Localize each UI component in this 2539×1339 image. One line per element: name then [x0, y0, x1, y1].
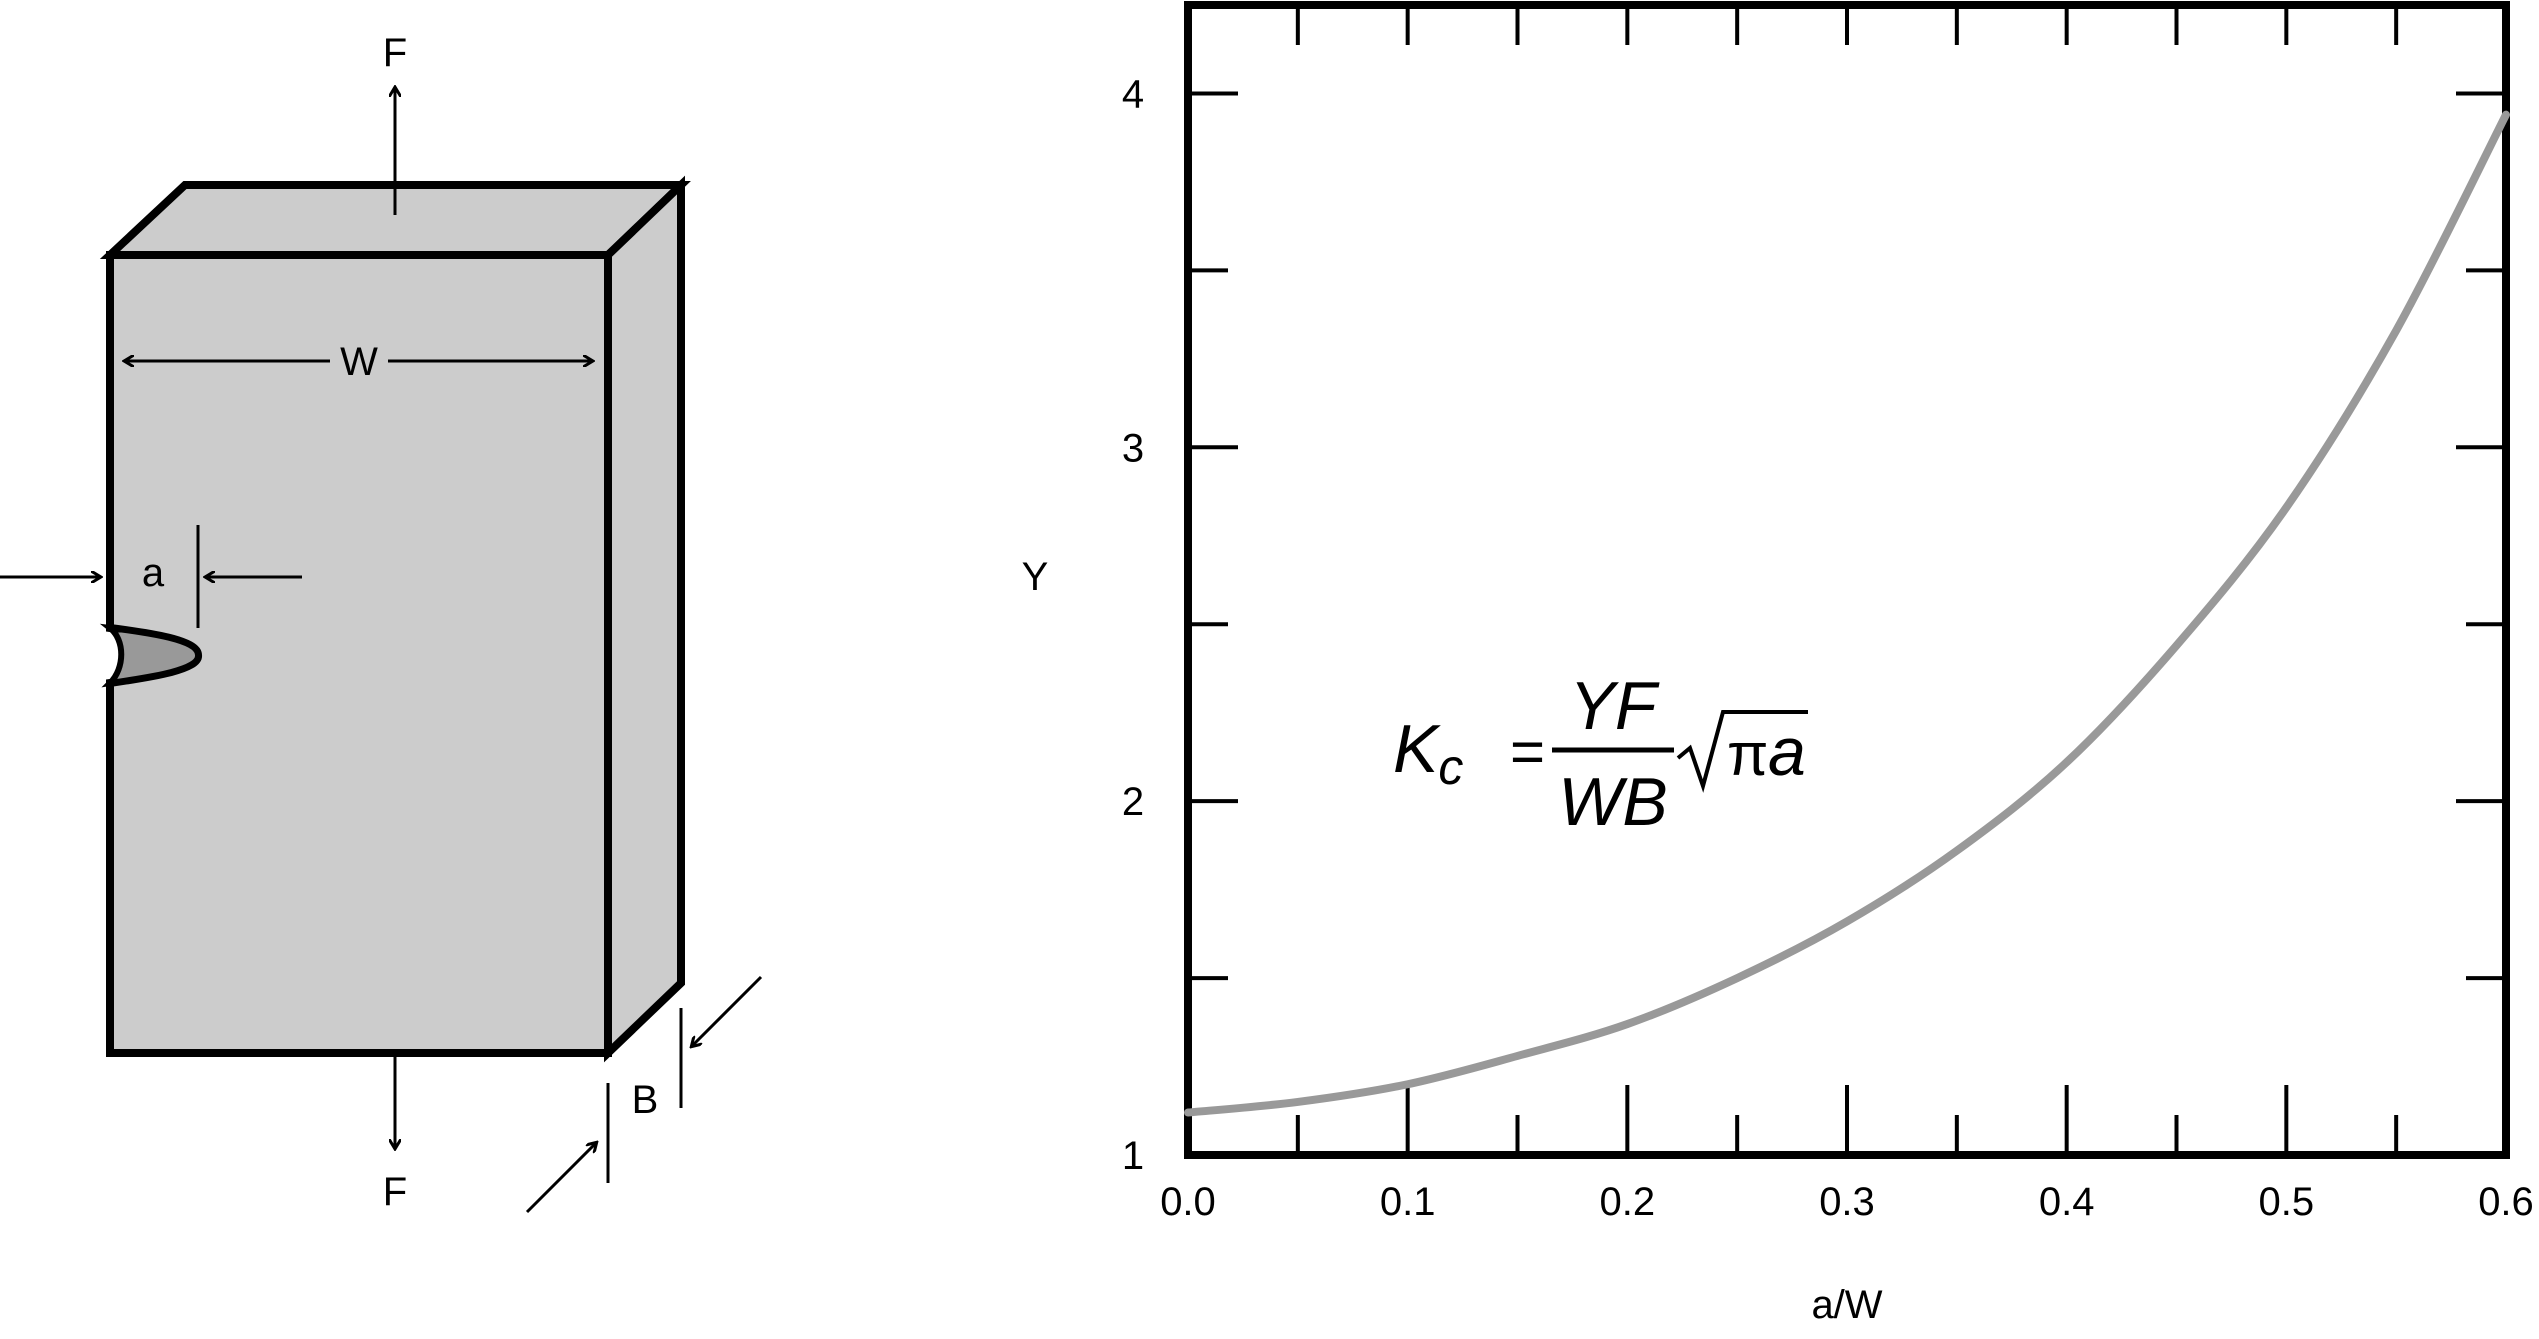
- equation-lhs: Kc: [1393, 711, 1463, 795]
- y-tick-label: 1: [1122, 1134, 1144, 1178]
- thickness-arrow-lower: [525, 1143, 596, 1214]
- plot-frame: [1184, 1, 2510, 1159]
- x-tick-label: 0.5: [2259, 1180, 2315, 1224]
- equation-radical-pi: π: [1727, 721, 1768, 788]
- equation-equals: =: [1510, 718, 1545, 785]
- x-axis-label: a/W: [1811, 1283, 1882, 1327]
- x-tick-label: 0.0: [1160, 1180, 1216, 1224]
- stress-intensity-equation: Kc = YF WB π a: [1393, 668, 1808, 840]
- y-tick-label: 4: [1122, 72, 1144, 116]
- equation-numerator: YF: [1570, 668, 1660, 744]
- width-label: W: [340, 340, 378, 384]
- specimen-side-face: [604, 175, 685, 1063]
- series-line: [1184, 110, 2510, 1117]
- y-tick-label: 3: [1122, 426, 1144, 470]
- y-vs-crack-ratio-chart: 0.0 0.1 0.2 0.3 0.4 0.5 0.6 1 2 3 4 a/W Y Kc = YF …: [1022, 1, 2534, 1327]
- thickness-label: B: [632, 1078, 659, 1122]
- equation-radical-sign: [1676, 710, 1808, 793]
- x-tick-label: 0.1: [1380, 1180, 1436, 1224]
- y-tick-label: 2: [1122, 780, 1144, 824]
- x-tick-label: 0.6: [2478, 1180, 2534, 1224]
- x-tick-label: 0.2: [1600, 1180, 1656, 1224]
- specimen-diagram: F F W a B: [0, 31, 763, 1214]
- thickness-arrow-upper: [692, 975, 763, 1046]
- force-top-label: F: [383, 31, 407, 75]
- crack-notch: [99, 623, 201, 688]
- force-bottom-label: F: [383, 1170, 407, 1214]
- crack-label: a: [142, 551, 165, 595]
- axis-tick-labels: 0.0 0.1 0.2 0.3 0.4 0.5 0.6 1 2 3 4: [1122, 72, 2534, 1224]
- x-tick-label: 0.4: [2039, 1180, 2095, 1224]
- y-axis-label: Y: [1022, 555, 1049, 599]
- axis-ticks: [1186, 5, 2508, 1157]
- equation-radical-var: a: [1768, 714, 1806, 790]
- x-tick-label: 0.3: [1819, 1180, 1875, 1224]
- equation-denominator: WB: [1558, 764, 1668, 840]
